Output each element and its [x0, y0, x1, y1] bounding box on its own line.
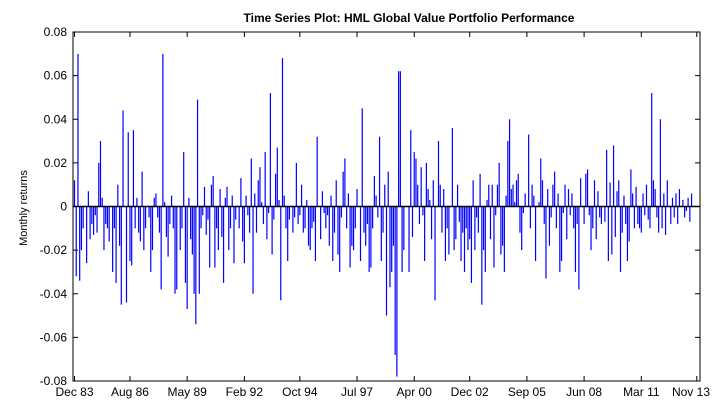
x-tick-label: Aug 86 — [111, 385, 149, 399]
x-tick-label: Jun 08 — [566, 385, 602, 399]
x-tick-label: May 89 — [167, 385, 207, 399]
y-axis: 0.08 0.06 0.04 0.02 0 -0.02 -0.04 -0.06 -0.08 — [40, 25, 700, 388]
y-tick-label: -0.06 — [40, 330, 68, 344]
y-tick-label: -0.02 — [40, 243, 68, 257]
x-tick-label: Apr 00 — [397, 385, 433, 399]
x-tick-label: Dec 02 — [451, 385, 489, 399]
x-tick-label: Mar 11 — [623, 385, 660, 399]
x-tick-label: Feb 92 — [226, 385, 264, 399]
y-tick-label: 0.08 — [44, 25, 68, 39]
y-tick-label: 0.06 — [44, 69, 68, 83]
x-tick-label: Dec 83 — [55, 385, 93, 399]
bars-group — [73, 53, 693, 377]
x-tick-label: Oct 94 — [282, 385, 318, 399]
y-tick-label: 0.02 — [44, 156, 68, 170]
chart-title: Time Series Plot: HML Global Value Portf… — [244, 11, 575, 25]
y-tick-label: -0.04 — [40, 287, 68, 301]
x-tick-label: Sep 05 — [508, 385, 546, 399]
y-axis-label: Monthly returns — [18, 170, 30, 246]
x-tick-label: Nov 13 — [672, 385, 710, 399]
y-tick-label: -0.08 — [40, 374, 68, 388]
x-tick-label: Jul 97 — [341, 385, 373, 399]
y-tick-label: 0.04 — [44, 112, 68, 126]
x-axis: Dec 83 Aug 86 May 89 Feb 92 Oct 94 Jul 97 Apr … — [55, 32, 710, 399]
y-tick-label: 0 — [60, 200, 67, 214]
